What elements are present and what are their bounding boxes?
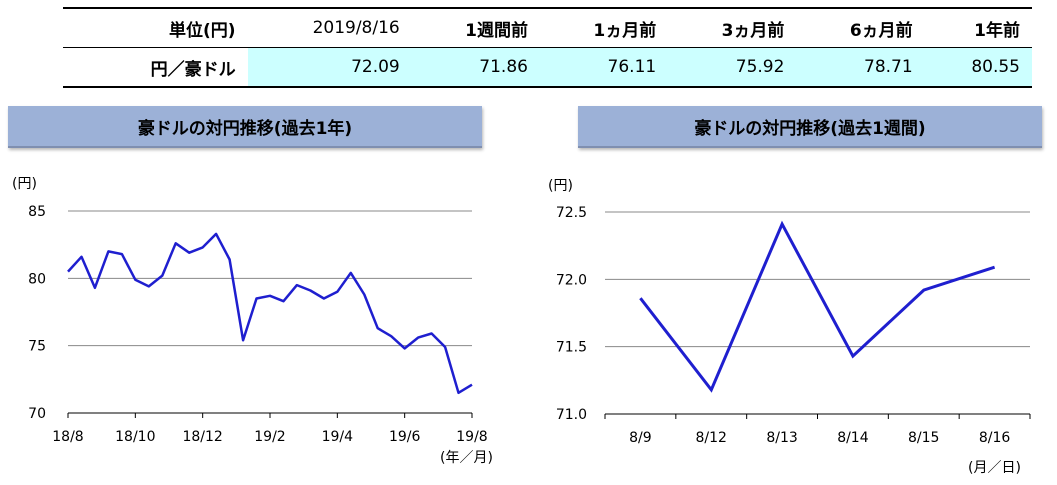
table-cell: 76.11 (539, 47, 669, 88)
table-cell: 71.86 (411, 47, 540, 88)
chart2-ytick-label: 71.5 (556, 340, 587, 356)
chart1-xtick-label: 19/4 (322, 429, 354, 445)
col-header: 1ヵ月前 (539, 7, 669, 48)
chart1-ytick-label: 85 (28, 204, 46, 220)
chart1-xtick-label: 18/8 (52, 429, 83, 445)
table-cell: 72.09 (247, 47, 412, 88)
rate-table: 単位(円) 2019/8/16 1週間前 1ヵ月前 3ヵ月前 6ヵ月前 1年前 … (63, 7, 1032, 88)
table-cell: 78.71 (796, 47, 925, 88)
table-cell: 80.55 (924, 47, 1032, 88)
chart-title-1year: 豪ドルの対円推移(過去1年) (8, 106, 482, 148)
chart2-series-line (639, 220, 996, 393)
chart2-ylabel: (円) (548, 178, 573, 194)
chart2-ytick-label: 72.0 (556, 272, 587, 288)
chart2-ytick-label: 72.5 (556, 205, 587, 221)
col-header: 1年前 (924, 7, 1032, 48)
chart1-ylabel: (円) (12, 176, 37, 192)
chart1-xlabel: (年／月) (440, 450, 493, 466)
chart2-ytick-label: 71.0 (556, 407, 587, 423)
chart-title-1week: 豪ドルの対円推移(過去1週間) (578, 106, 1042, 148)
row-label: 円／豪ドル (63, 47, 248, 88)
chart1-series-line (67, 232, 473, 395)
col-header: 3ヵ月前 (668, 7, 797, 48)
chart1-xtick-label: 19/2 (254, 429, 285, 445)
col-header: 2019/8/16 (247, 7, 412, 48)
unit-label: 単位(円) (63, 7, 248, 48)
chart1-ytick-label: 80 (28, 271, 46, 287)
chart2-xtick-label: 8/12 (696, 430, 727, 446)
col-header: 6ヵ月前 (796, 7, 925, 48)
table-cell: 75.92 (668, 47, 797, 88)
chart2-xlabel: (月／日) (968, 460, 1021, 476)
chart2-xtick-label: 8/16 (979, 430, 1011, 446)
chart1-xtick-label: 19/6 (389, 429, 421, 445)
chart1-ytick-label: 70 (28, 406, 46, 422)
chart2-xtick-label: 8/9 (629, 430, 652, 446)
chart1-xtick-label: 19/8 (456, 429, 487, 445)
col-header: 1週間前 (411, 7, 540, 48)
chart2-xtick-label: 8/15 (908, 430, 939, 446)
chart2-xtick-label: 8/13 (766, 430, 797, 446)
chart1-xtick-label: 18/10 (115, 429, 155, 445)
chart1-ytick-label: 75 (28, 339, 46, 355)
chart2-xtick-label: 8/14 (837, 430, 869, 446)
chart1-xtick-label: 18/12 (182, 429, 222, 445)
table-header-row: 単位(円) 2019/8/16 1週間前 1ヵ月前 3ヵ月前 6ヵ月前 1年前 (63, 7, 1032, 48)
table-row: 円／豪ドル 72.09 71.86 76.11 75.92 78.71 80.5… (63, 47, 1032, 88)
